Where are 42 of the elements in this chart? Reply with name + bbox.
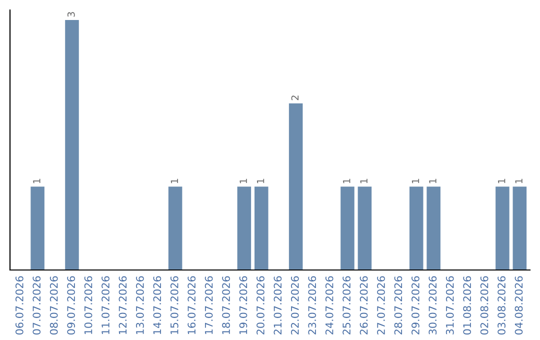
x-tick-label: 02.08.2026 [480, 276, 488, 335]
data-label: 1 [240, 178, 247, 184]
x-tick-label: 24.07.2026 [325, 276, 334, 334]
x-tick-label: 30.07.2026 [428, 276, 437, 334]
data-label: 3 [67, 12, 75, 17]
x-tick-label: 26.07.2026 [360, 276, 368, 334]
data-label: 1 [429, 178, 436, 184]
x-tick-label: 31.07.2026 [446, 276, 454, 334]
x-tick-label: 22.07.2026 [290, 276, 299, 334]
x-tick-label: 25.07.2026 [342, 276, 351, 334]
data-label: 1 [360, 178, 368, 184]
x-tick-label: 20.07.2026 [256, 276, 264, 334]
x-tick-label: 18.07.2026 [222, 276, 230, 334]
x-tick-label: 21.07.2026 [274, 276, 282, 334]
x-tick-label: 11.07.2026 [102, 276, 110, 334]
x-tick-label: 23.07.2026 [308, 276, 316, 334]
x-tick-label: 01.08.2026 [463, 276, 472, 335]
x-tick-label: 10.07.2026 [84, 276, 92, 334]
data-label: 1 [256, 178, 264, 184]
data-label: 1 [498, 178, 506, 184]
x-tick-label: 08.07.2026 [50, 276, 58, 335]
data-label: 1 [33, 178, 40, 184]
data-label: 1 [170, 178, 178, 184]
x-tick-label: 19.07.2026 [239, 276, 248, 334]
x-tick-label: 12.07.2026 [118, 276, 127, 334]
x-tick-label: 07.07.2026 [32, 276, 41, 335]
x-tick-label: 06.07.2026 [15, 276, 24, 335]
x-tick-label: 15.07.2026 [170, 276, 178, 334]
x-tick-label: 03.08.2026 [498, 276, 506, 335]
data-label: 1 [412, 178, 420, 184]
x-tick-label: 17.07.2026 [204, 276, 213, 334]
x-tick-label: 29.07.2026 [412, 276, 420, 334]
x-tick-label: 28.07.2026 [394, 276, 402, 334]
x-tick-label: 13.07.2026 [136, 276, 144, 334]
x-tick-label: 27.07.2026 [377, 276, 385, 334]
x-tick-label: 16.07.2026 [188, 276, 196, 334]
data-label: 1 [343, 178, 350, 184]
x-tick-label: 14.07.2026 [153, 276, 162, 334]
data-label: 1 [515, 178, 522, 184]
data-label: 2 [291, 96, 299, 100]
x-tick-label: 04.08.2026 [514, 276, 523, 335]
x-tick-label: 09.07.2026 [67, 276, 76, 335]
